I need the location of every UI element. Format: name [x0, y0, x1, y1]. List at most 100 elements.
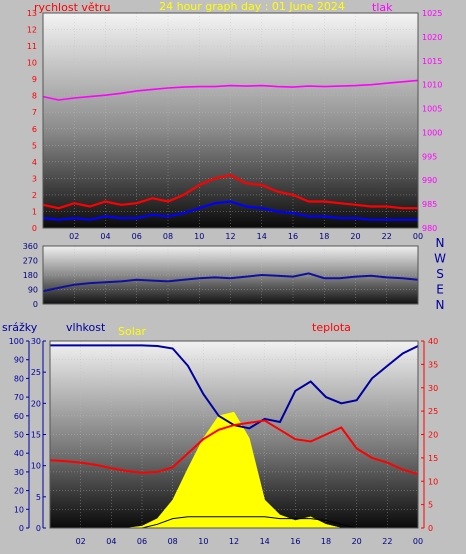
- humidity-tick-label: 10: [31, 462, 41, 471]
- weather-axes: 0 10 20 30 40 50 60 70 80 90 100 0 5 10 15 20 25 30 0 5 10 15…: [9, 337, 438, 533]
- wind-direction-tick-label: 0: [33, 300, 38, 309]
- rain-tick-label: 100: [9, 337, 24, 346]
- rain-tick-label: 70: [14, 393, 24, 402]
- pressure-axis-label: tlak: [372, 1, 393, 14]
- x-tick-label: 22: [382, 232, 392, 241]
- rain-tick-label: 0: [19, 524, 24, 533]
- humidity-tick-label: 0: [36, 524, 41, 533]
- pressure-tick-label: 985: [422, 200, 437, 209]
- series-line-2: [42, 200, 418, 221]
- compass-label: E: [436, 283, 444, 297]
- wind-speed-axis-label: rychlost větru: [34, 1, 110, 14]
- x-tick-label: 00: [413, 537, 423, 546]
- wind-pressure-series: [42, 79, 419, 221]
- wind-speed-tick-label: 1: [32, 207, 37, 216]
- wind-speed-tick-label: 13: [27, 9, 37, 18]
- temperature-axis-label: teplota: [312, 321, 351, 334]
- x-tick-label: 14: [260, 537, 270, 546]
- humidity-tick-label: 25: [31, 368, 41, 377]
- pressure-tick-label: 1015: [422, 57, 442, 66]
- series-line-1: [42, 173, 418, 210]
- wind-speed-tick-label: 3: [32, 174, 37, 183]
- series-line-0: [42, 79, 419, 101]
- x-tick-label: 16: [288, 232, 298, 241]
- temperature-tick-label: 25: [428, 407, 438, 416]
- wind-direction-tick-label: 360: [23, 242, 38, 251]
- x-tick-label: 08: [168, 537, 178, 546]
- wind-direction-series: [42, 272, 419, 293]
- x-tick-label: 10: [194, 232, 204, 241]
- wind-pressure-frame: [42, 12, 419, 229]
- wind-direction-tick-label: 90: [28, 286, 38, 295]
- wind-speed-tick-label: 12: [27, 26, 37, 35]
- humidity-tick-label: 15: [31, 431, 41, 440]
- compass-label: S: [436, 267, 444, 281]
- weather-series-line-1: [49, 419, 419, 476]
- rain-tick-label: 80: [14, 374, 24, 383]
- x-tick-label: 02: [76, 537, 86, 546]
- wind-pressure-x-ticks: 02 04 06 08 10 12 14 16 18 20 22 00: [69, 232, 423, 241]
- wind-direction-frame: [42, 245, 419, 305]
- wind-speed-tick-label: 7: [32, 108, 37, 117]
- compass-label: N: [436, 236, 445, 250]
- rain-tick-label: 20: [14, 487, 24, 496]
- weather-x-ticks: 02 04 06 08 10 12 14 16 18 20 22 00: [76, 537, 424, 546]
- wind-pressure-plot-area: [43, 13, 418, 228]
- x-tick-label: 12: [229, 537, 239, 546]
- rain-tick-label: 90: [14, 356, 24, 365]
- temperature-tick-label: 15: [428, 454, 438, 463]
- x-tick-label: 08: [163, 232, 173, 241]
- pressure-axis-ticks: 980 985 990 995 1000 1005 1010 1015 1020 1025: [422, 9, 442, 233]
- wind-speed-tick-label: 9: [32, 75, 37, 84]
- wind-direction-axis-ticks: 0 90 180 270 360: [23, 242, 38, 309]
- temperature-tick-label: 0: [428, 524, 433, 533]
- temperature-tick-label: 5: [428, 501, 433, 510]
- pressure-tick-label: 1020: [422, 33, 442, 42]
- temperature-tick-label: 40: [428, 337, 438, 346]
- rain-axis-label: srážky: [2, 321, 38, 334]
- compass-label: N: [436, 298, 445, 312]
- pressure-tick-label: 1000: [422, 128, 442, 137]
- rain-tick-label: 30: [14, 468, 24, 477]
- pressure-tick-label: 1025: [422, 9, 442, 18]
- x-tick-label: 20: [352, 537, 362, 546]
- rain-tick-label: 40: [14, 449, 24, 458]
- pressure-tick-label: 995: [422, 152, 437, 161]
- wind-speed-tick-label: 6: [32, 125, 37, 134]
- x-tick-label: 04: [100, 232, 110, 241]
- wind-direction-tick-label: 180: [23, 271, 38, 280]
- wind-direction-tick-label: 270: [23, 257, 38, 266]
- temperature-tick-label: 30: [428, 384, 438, 393]
- pressure-tick-label: 1010: [422, 81, 442, 90]
- x-tick-label: 04: [106, 537, 116, 546]
- humidity-tick-label: 5: [36, 493, 41, 502]
- x-tick-label: 02: [69, 232, 79, 241]
- wind-speed-tick-label: 8: [32, 92, 37, 101]
- weather-frame: [49, 340, 419, 529]
- temperature-tick-label: 35: [428, 360, 438, 369]
- rain-tick-label: 60: [14, 412, 24, 421]
- pressure-tick-label: 990: [422, 176, 437, 185]
- wind-speed-tick-label: 2: [32, 191, 37, 200]
- x-tick-label: 14: [257, 232, 267, 241]
- wind-speed-tick-label: 4: [32, 158, 37, 167]
- x-tick-label: 12: [225, 232, 235, 241]
- x-tick-label: 00: [413, 232, 423, 241]
- wind-speed-tick-label: 5: [32, 141, 37, 150]
- wind-speed-tick-label: 10: [27, 59, 37, 68]
- chart-title: 24 hour graph day : 01 June 2024: [159, 0, 345, 13]
- x-tick-label: 16: [290, 537, 300, 546]
- rain-tick-label: 50: [14, 431, 24, 440]
- compass-label: W: [434, 252, 446, 266]
- x-tick-label: 22: [382, 537, 392, 546]
- temperature-tick-label: 20: [428, 431, 438, 440]
- humidity-axis-label: vlhkost: [66, 321, 106, 334]
- solar-axis-label: Solar: [118, 325, 147, 338]
- x-tick-label: 18: [321, 537, 331, 546]
- pressure-tick-label: 980: [422, 224, 437, 233]
- x-tick-label: 06: [132, 232, 142, 241]
- humidity-tick-label: 30: [31, 337, 41, 346]
